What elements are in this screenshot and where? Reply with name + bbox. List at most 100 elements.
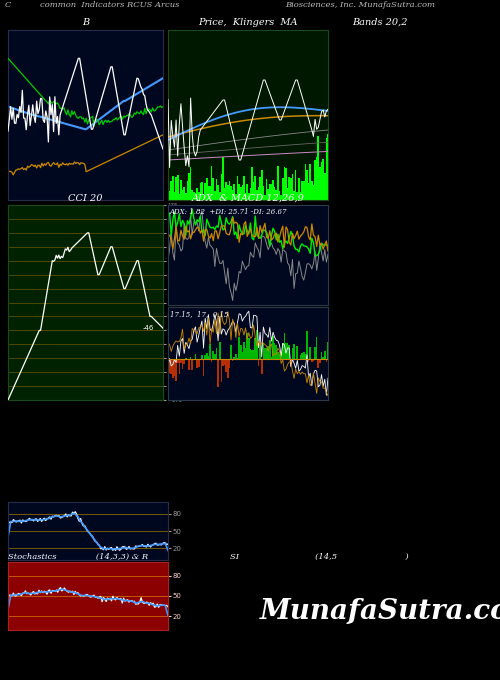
- Bar: [242, 352, 243, 360]
- Bar: [211, 166, 212, 200]
- Bar: [322, 159, 324, 200]
- Bar: [290, 178, 292, 200]
- Bar: [326, 360, 327, 362]
- Bar: [258, 360, 260, 366]
- Bar: [314, 347, 316, 360]
- Bar: [222, 157, 224, 200]
- Bar: [272, 336, 274, 360]
- Bar: [250, 349, 251, 360]
- Bar: [226, 360, 227, 372]
- Bar: [243, 342, 245, 360]
- Bar: [245, 193, 246, 200]
- Text: common  Indicators RCUS Arcus: common Indicators RCUS Arcus: [40, 1, 179, 10]
- Bar: [243, 176, 245, 200]
- Bar: [287, 188, 288, 200]
- Bar: [276, 190, 277, 200]
- Bar: [295, 170, 296, 200]
- Bar: [234, 357, 235, 360]
- Bar: [194, 354, 196, 360]
- Bar: [196, 360, 198, 368]
- Bar: [296, 192, 298, 200]
- Bar: [224, 188, 226, 200]
- Bar: [238, 337, 240, 360]
- Bar: [316, 157, 318, 200]
- Bar: [270, 184, 272, 200]
- Bar: [206, 353, 208, 360]
- Bar: [278, 191, 280, 200]
- Bar: [184, 188, 185, 200]
- Bar: [310, 347, 311, 360]
- Bar: [322, 358, 324, 360]
- Text: B: B: [82, 18, 89, 27]
- Bar: [314, 160, 316, 200]
- Bar: [177, 360, 178, 362]
- Bar: [218, 360, 219, 387]
- Bar: [277, 352, 278, 360]
- Bar: [192, 360, 193, 370]
- Bar: [224, 360, 226, 365]
- Bar: [202, 360, 204, 376]
- Text: C: C: [5, 1, 12, 10]
- Bar: [268, 345, 269, 360]
- Bar: [169, 360, 170, 373]
- Bar: [306, 170, 308, 200]
- Bar: [264, 194, 266, 200]
- Bar: [198, 192, 200, 200]
- Bar: [270, 356, 272, 360]
- Bar: [294, 190, 295, 200]
- Bar: [261, 170, 262, 200]
- Bar: [238, 184, 240, 200]
- Bar: [204, 356, 206, 360]
- Bar: [212, 351, 214, 360]
- Bar: [216, 348, 218, 360]
- Bar: [294, 344, 295, 360]
- Text: ADX  & MACD 12,26,9: ADX & MACD 12,26,9: [192, 194, 304, 203]
- Bar: [192, 190, 193, 200]
- Bar: [326, 138, 327, 200]
- Bar: [172, 176, 174, 200]
- Bar: [209, 344, 211, 360]
- Bar: [304, 354, 306, 360]
- Bar: [177, 175, 178, 200]
- Bar: [260, 177, 261, 200]
- Bar: [235, 354, 236, 360]
- Bar: [282, 178, 284, 200]
- Bar: [298, 178, 300, 200]
- Bar: [242, 185, 243, 200]
- Bar: [312, 185, 314, 200]
- Bar: [253, 182, 254, 200]
- Bar: [180, 180, 182, 200]
- Bar: [292, 348, 294, 360]
- Bar: [253, 350, 254, 360]
- Bar: [302, 353, 303, 360]
- Bar: [190, 357, 192, 360]
- Bar: [193, 192, 194, 200]
- Bar: [214, 190, 216, 200]
- Bar: [200, 183, 201, 200]
- Bar: [185, 358, 186, 360]
- Bar: [226, 182, 227, 200]
- Bar: [182, 360, 184, 369]
- Bar: [246, 184, 248, 200]
- Text: CCI 20: CCI 20: [68, 194, 103, 203]
- Bar: [254, 176, 256, 200]
- Bar: [178, 360, 180, 374]
- Bar: [284, 333, 285, 360]
- Bar: [219, 192, 220, 200]
- Bar: [228, 181, 230, 200]
- Bar: [324, 173, 326, 200]
- Bar: [324, 351, 326, 360]
- Bar: [248, 193, 250, 200]
- Bar: [254, 337, 256, 360]
- Bar: [302, 181, 303, 200]
- Bar: [208, 186, 209, 200]
- Bar: [280, 194, 282, 200]
- Bar: [258, 187, 260, 200]
- Bar: [319, 360, 320, 363]
- Bar: [196, 188, 198, 200]
- Bar: [261, 360, 262, 374]
- Bar: [212, 178, 214, 200]
- Bar: [188, 360, 190, 370]
- Bar: [282, 343, 284, 360]
- Text: Price,  Klingers  MA: Price, Klingers MA: [198, 18, 298, 27]
